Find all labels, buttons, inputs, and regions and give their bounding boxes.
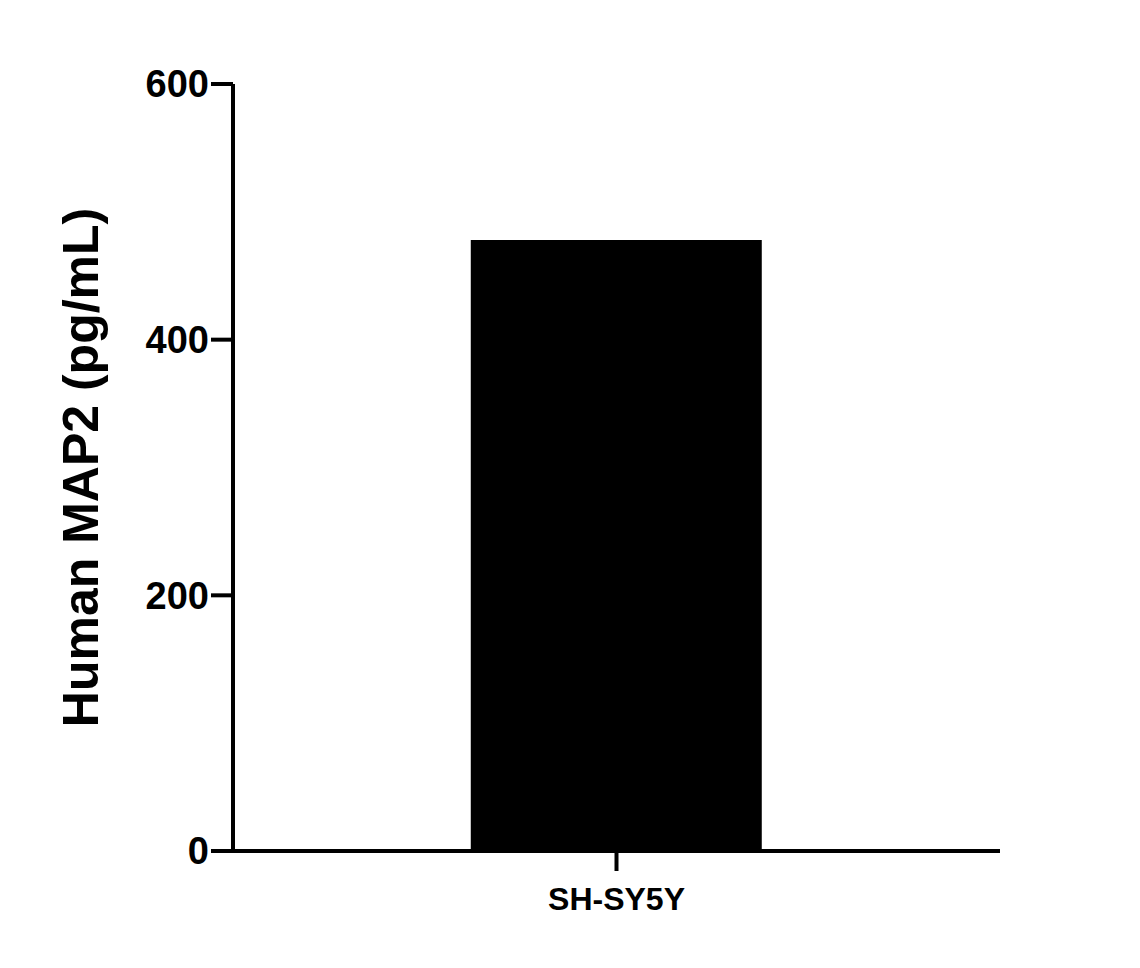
svg-text:400: 400 — [146, 319, 209, 361]
svg-text:0: 0 — [188, 830, 209, 872]
svg-text:600: 600 — [146, 63, 209, 105]
svg-text:200: 200 — [146, 575, 209, 617]
svg-text:SH-SY5Y: SH-SY5Y — [548, 881, 685, 917]
svg-text:Human MAP2 (pg/mL): Human MAP2 (pg/mL) — [53, 208, 109, 727]
